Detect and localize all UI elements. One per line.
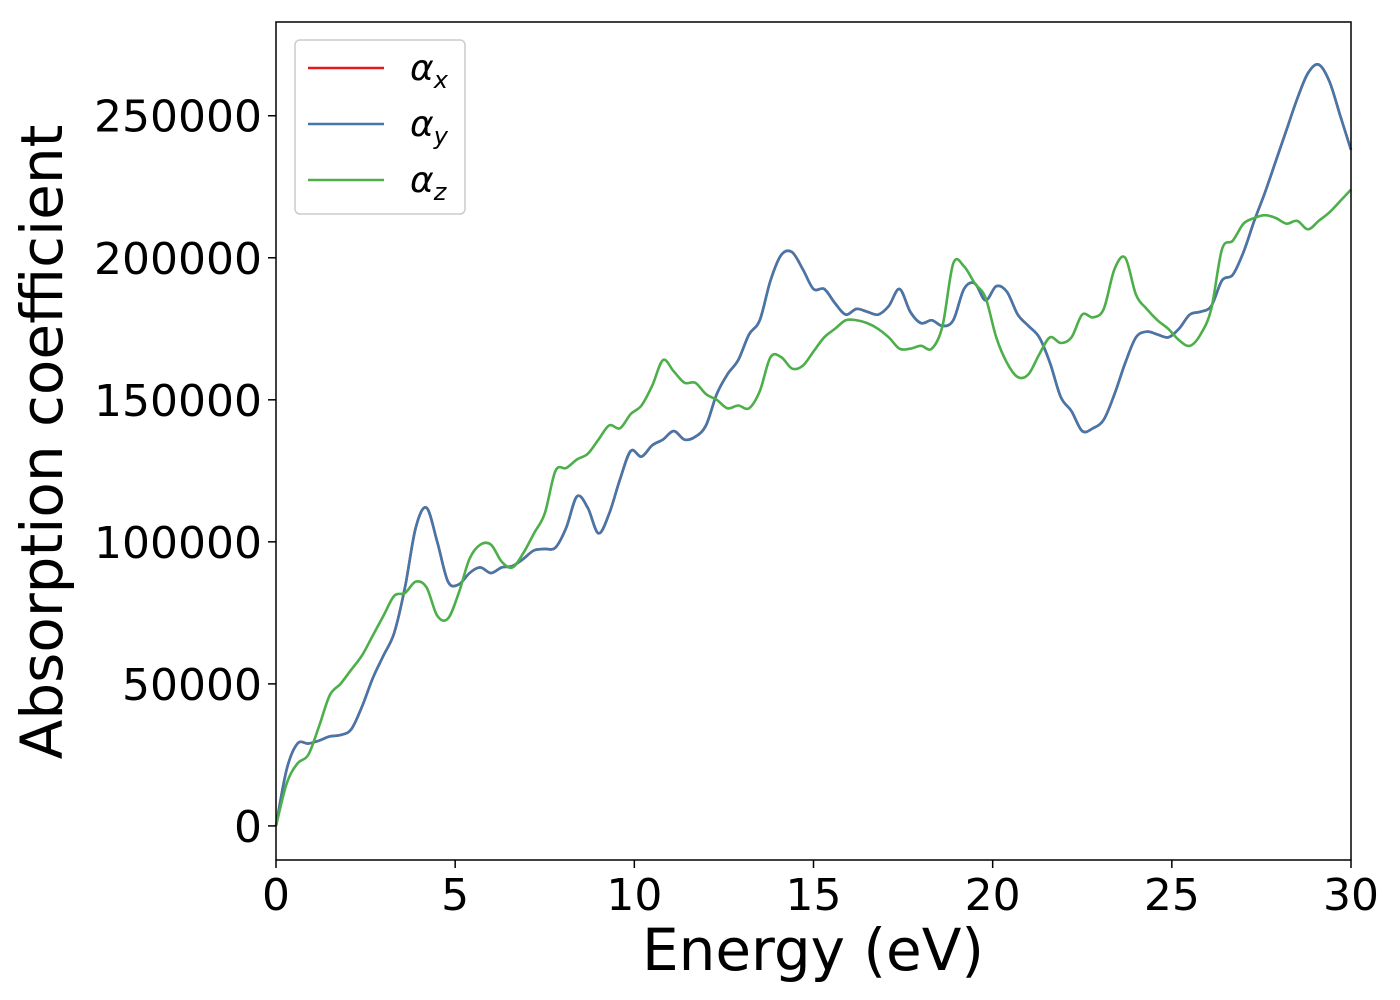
y-tick-label: 200000 xyxy=(94,234,262,285)
x-axis-title: Energy (eV) xyxy=(642,916,984,984)
x-tick-label: 25 xyxy=(1144,870,1200,921)
y-tick-label: 250000 xyxy=(94,92,262,143)
y-axis-title: Absorption coefficient xyxy=(8,125,76,760)
legend-label-y: αy xyxy=(410,104,449,150)
y-tick-label: 150000 xyxy=(94,376,262,427)
series-line-y xyxy=(274,63,1353,827)
x-axis-ticks: 0 5 10 15 20 25 30 xyxy=(262,860,1379,921)
y-tick-label: 100000 xyxy=(94,518,262,569)
x-tick-label: 30 xyxy=(1323,870,1379,921)
y-tick-label: 0 xyxy=(234,802,262,853)
x-tick-label: 10 xyxy=(606,870,662,921)
legend-label-x: αx xyxy=(410,48,449,94)
legend-box xyxy=(294,39,466,215)
series-line-z xyxy=(274,188,1352,827)
y-tick-label: 50000 xyxy=(122,660,262,711)
y-axis-ticks: 0 50000 100000 150000 200000 250000 xyxy=(94,92,276,853)
legend: αx αy αz xyxy=(294,39,466,215)
series-lines xyxy=(274,63,1353,827)
x-tick-label: 5 xyxy=(441,870,469,921)
x-tick-label: 0 xyxy=(262,870,290,921)
x-tick-label: 20 xyxy=(965,870,1021,921)
x-tick-label: 15 xyxy=(786,870,842,921)
legend-label-z: αz xyxy=(410,160,448,206)
